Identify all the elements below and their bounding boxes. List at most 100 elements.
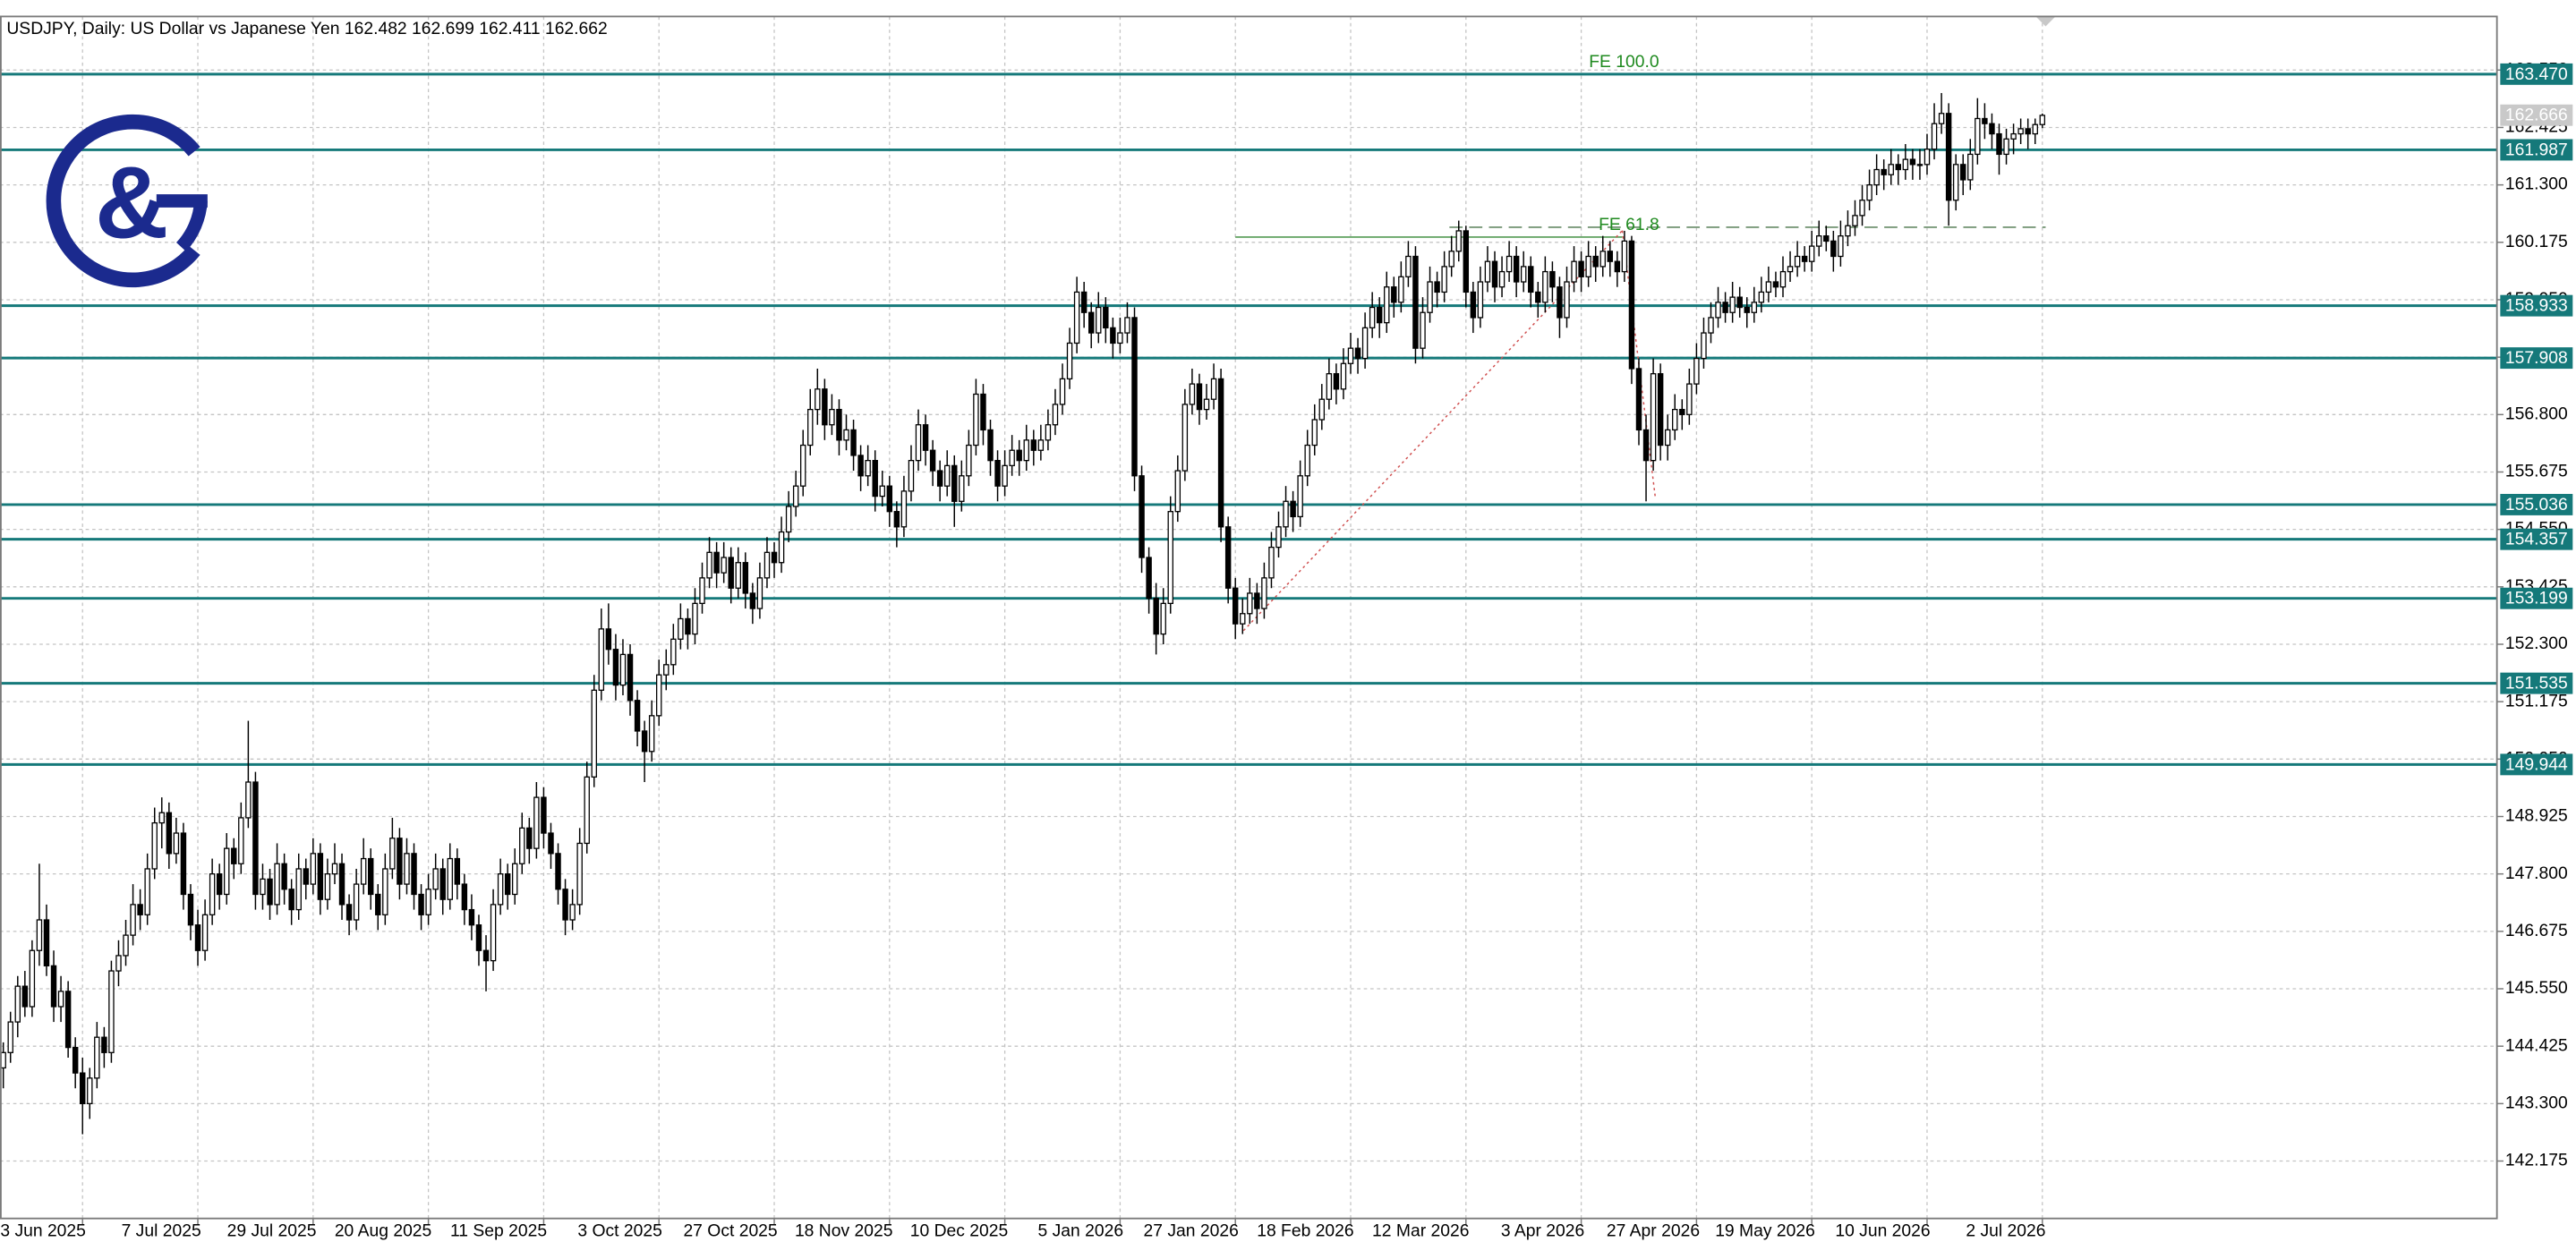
candle-body [1247, 592, 1253, 615]
candle-body [288, 889, 294, 911]
candle-body [368, 857, 374, 896]
level-label-box [2500, 294, 2573, 317]
candle-body [425, 889, 431, 915]
level-label: 154.357 [2505, 531, 2568, 549]
candle-body [1189, 383, 1196, 405]
candle-body [1391, 286, 1397, 303]
candle-body [728, 557, 734, 589]
candle-body [447, 857, 453, 900]
candle-body [1361, 327, 1369, 360]
y-tick-label: 160.175 [2505, 233, 2568, 251]
candle-body [1779, 270, 1787, 288]
candle-body [1174, 470, 1181, 513]
plot-frame [0, 15, 2498, 1220]
candle-body [1167, 511, 1173, 605]
candle-body [87, 1077, 93, 1104]
candle-body [1520, 266, 1527, 283]
candle-body [260, 878, 266, 896]
candle-body [1859, 200, 1865, 217]
candle-body [1463, 230, 1470, 293]
level-label-box [2500, 493, 2573, 515]
candle-body [1491, 260, 1498, 288]
candle-body [1701, 332, 1707, 360]
candle-body [1578, 260, 1584, 277]
candle-body [137, 904, 143, 915]
candle-body [2010, 132, 2017, 140]
candle-body [1045, 424, 1052, 441]
candle-body [1477, 281, 1484, 319]
candle-body [1139, 475, 1145, 558]
candle-body [166, 812, 173, 855]
candle-body [900, 490, 908, 528]
x-tick-label: 19 May 2026 [1715, 1222, 1815, 1241]
candle-body [1635, 368, 1642, 431]
candle-body [1902, 158, 1909, 171]
candle-body [1528, 266, 1534, 293]
candle-body [511, 863, 518, 896]
candle-body [231, 847, 237, 864]
candle-body [922, 424, 929, 451]
candle-body [123, 934, 129, 957]
candle-body [1657, 373, 1664, 447]
level-label-box [2500, 528, 2573, 550]
candle-body [1073, 291, 1080, 345]
candle-body [893, 511, 900, 528]
candle-body [1931, 123, 1938, 150]
candle-body [1823, 235, 1830, 242]
candle-body [994, 460, 1001, 487]
candle-body [1347, 347, 1354, 364]
candle-body [1023, 439, 1029, 462]
candle-body [1232, 587, 1239, 625]
candle-body [411, 853, 417, 896]
candle-body [173, 832, 180, 855]
candle-body [1845, 225, 1851, 237]
candle-body [1318, 398, 1326, 421]
x-tick-label: 11 Sep 2025 [450, 1222, 547, 1241]
logo-mark: & [95, 147, 168, 260]
candle-body [843, 429, 849, 441]
candle-body [742, 562, 749, 594]
candle-body [1672, 408, 1678, 431]
candle-body [569, 904, 576, 921]
candle-body [389, 838, 396, 870]
candle-body [375, 893, 381, 915]
level-label: 157.908 [2505, 349, 2568, 368]
candle-body [562, 889, 568, 921]
y-tick-label: 152.300 [2505, 634, 2568, 653]
candle-body [144, 868, 150, 915]
candle-body [850, 429, 857, 456]
candle-body [360, 857, 367, 885]
candle-body [1621, 240, 1628, 273]
candle-body [1506, 255, 1513, 273]
candle-body [2039, 115, 2046, 125]
x-tick-label: 20 Aug 2025 [335, 1222, 431, 1241]
candle-body [2032, 123, 2038, 135]
x-tick-label: 18 Feb 2026 [1257, 1222, 1353, 1241]
y-tick-label: 148.925 [2505, 807, 2568, 826]
fibo-label: FE 100.0 [1589, 53, 1659, 72]
candle-body [482, 949, 490, 962]
candle-body [1384, 286, 1390, 324]
candle-body [36, 919, 43, 951]
candle-body [1340, 362, 1347, 390]
candle-body [619, 653, 627, 686]
candle-body [1254, 592, 1260, 609]
candle-body [908, 460, 915, 492]
candle-body [548, 832, 554, 855]
candle-body [475, 924, 482, 951]
candle-body [2017, 128, 2024, 135]
candle-body [648, 715, 655, 753]
x-tick-label: 18 Nov 2025 [795, 1222, 893, 1241]
candle-body [317, 853, 324, 900]
candle-body [1736, 296, 1743, 309]
candle-body [1996, 132, 2002, 156]
candle-body [1909, 158, 1916, 166]
candle-body [815, 388, 821, 411]
candle-body [151, 821, 158, 870]
candle-body [1888, 164, 1894, 175]
candle-body [1765, 281, 1772, 293]
candle-body [1686, 383, 1693, 415]
candle-body [1744, 306, 1750, 313]
candle-body [267, 878, 273, 906]
